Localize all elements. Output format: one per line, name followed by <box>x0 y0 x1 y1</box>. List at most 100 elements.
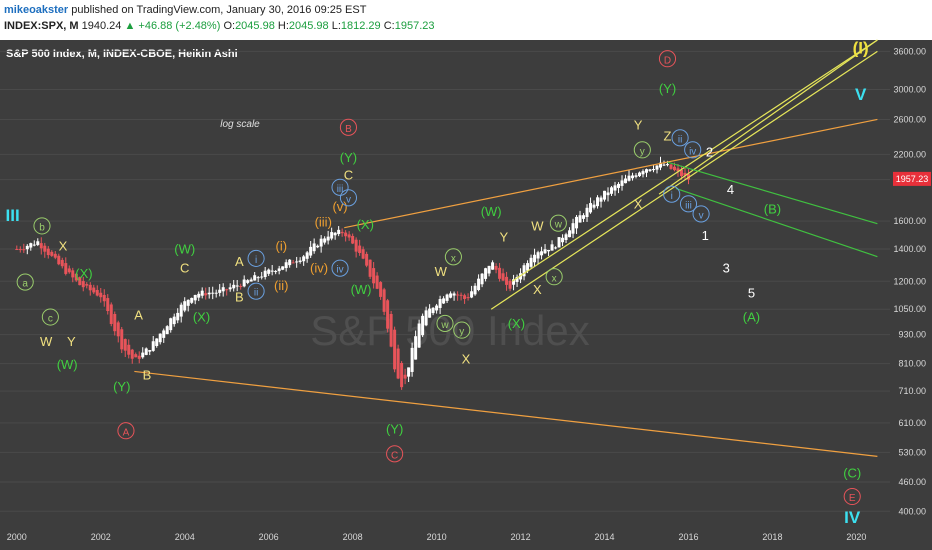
candle-body <box>477 278 481 291</box>
candle-body <box>351 235 355 244</box>
candle-body <box>274 271 278 273</box>
ticker-label: INDEX:SPX, M <box>4 20 79 32</box>
wave-label: y <box>459 327 464 338</box>
x-tick-label: 2004 <box>175 532 195 542</box>
candle-body <box>60 259 64 267</box>
price-change: +46.88 (+2.48%) <box>138 20 221 32</box>
candle-body <box>648 169 652 171</box>
last-price-tag-label: 1957.23 <box>896 174 929 184</box>
candle-body <box>526 263 530 271</box>
candle-body <box>638 172 642 177</box>
y-tick-label: 3000.00 <box>893 84 926 94</box>
wave-label: (Y) <box>659 81 676 96</box>
candle-body <box>74 273 78 281</box>
wave-label: Y <box>499 230 508 245</box>
wave-label: (iii) <box>315 214 332 229</box>
candle-body <box>554 247 558 249</box>
y-tick-label: 1200.00 <box>893 276 926 286</box>
candle-body <box>309 246 313 256</box>
candle-body <box>403 374 407 379</box>
trendline <box>675 187 878 258</box>
candles <box>15 156 690 390</box>
candle-body <box>414 336 418 360</box>
x-tick-label: 2020 <box>846 532 866 542</box>
wave-label: Z <box>664 129 672 144</box>
wave-label: i <box>671 191 673 202</box>
candle-body <box>463 295 467 299</box>
chart-area[interactable] <box>0 40 932 550</box>
candle-body <box>564 234 568 240</box>
candle-body <box>92 287 96 293</box>
wave-label: X <box>462 352 471 367</box>
wave-label: (X) <box>508 316 525 331</box>
candle-body <box>599 197 603 202</box>
candle-body <box>197 293 201 298</box>
wave-label: (W) <box>351 282 372 297</box>
wave-label: y <box>640 146 645 157</box>
candle-body <box>46 248 50 256</box>
candle-body <box>424 310 428 326</box>
trendlines <box>134 39 878 457</box>
candle-body <box>85 284 89 286</box>
candle-body <box>302 256 306 262</box>
candle-body <box>456 294 460 296</box>
candle-body <box>183 301 187 311</box>
wave-label: C <box>180 261 189 276</box>
author-link[interactable]: mikeoakster <box>4 4 69 16</box>
candle-body <box>540 251 544 256</box>
wave-label-circle <box>679 195 698 213</box>
candle-body <box>449 293 453 298</box>
candle-body <box>319 238 323 247</box>
candle-body <box>382 289 386 312</box>
candle-body <box>43 245 47 252</box>
candle-body <box>67 268 71 273</box>
wave-label: ii <box>254 288 258 299</box>
wave-label-circle <box>331 259 349 277</box>
candle-body <box>393 329 397 370</box>
wave-label: X <box>533 282 542 297</box>
wave-label: iii <box>337 184 344 195</box>
candle-body <box>533 254 537 263</box>
candle-body <box>190 297 194 303</box>
wave-label-circle <box>663 185 681 203</box>
wave-label: X <box>59 239 68 254</box>
candle-body <box>225 289 229 291</box>
candle-body <box>683 172 687 176</box>
candle-body <box>466 297 470 299</box>
candle-body <box>610 187 614 194</box>
candle-body <box>431 307 435 314</box>
wave-label: (Y) <box>340 150 357 165</box>
candle-body <box>316 245 320 248</box>
wave-label: v <box>346 194 351 205</box>
candle-body <box>543 249 547 254</box>
wave-label-circle <box>692 205 710 223</box>
candle-body <box>57 255 61 265</box>
wave-label: Y <box>634 117 643 132</box>
wave-label: (W) <box>481 204 502 219</box>
candle-body <box>232 284 236 289</box>
candle-body <box>36 241 40 245</box>
candle-body <box>624 178 628 184</box>
candle-body <box>438 299 442 308</box>
y-tick-label: 3600.00 <box>893 46 926 56</box>
candle-body <box>113 313 117 332</box>
candle-body <box>389 314 393 347</box>
candle-body <box>655 165 659 170</box>
candle-body <box>645 169 649 173</box>
wave-label: x <box>552 273 557 284</box>
candle-body <box>627 175 631 181</box>
wave-label: B <box>345 124 352 135</box>
candle-body <box>529 257 533 267</box>
candle-body <box>407 367 411 377</box>
x-tick-label: 2010 <box>427 532 447 542</box>
wave-label-circle <box>16 273 34 291</box>
wave-label: (A) <box>743 310 760 325</box>
candle-body <box>578 215 582 223</box>
candle-body <box>193 294 197 301</box>
wave-label: (B) <box>764 201 781 216</box>
up-arrow-icon: ▲ <box>124 20 136 32</box>
candle-body <box>288 259 292 266</box>
last-price: 1940.24 <box>81 20 122 32</box>
